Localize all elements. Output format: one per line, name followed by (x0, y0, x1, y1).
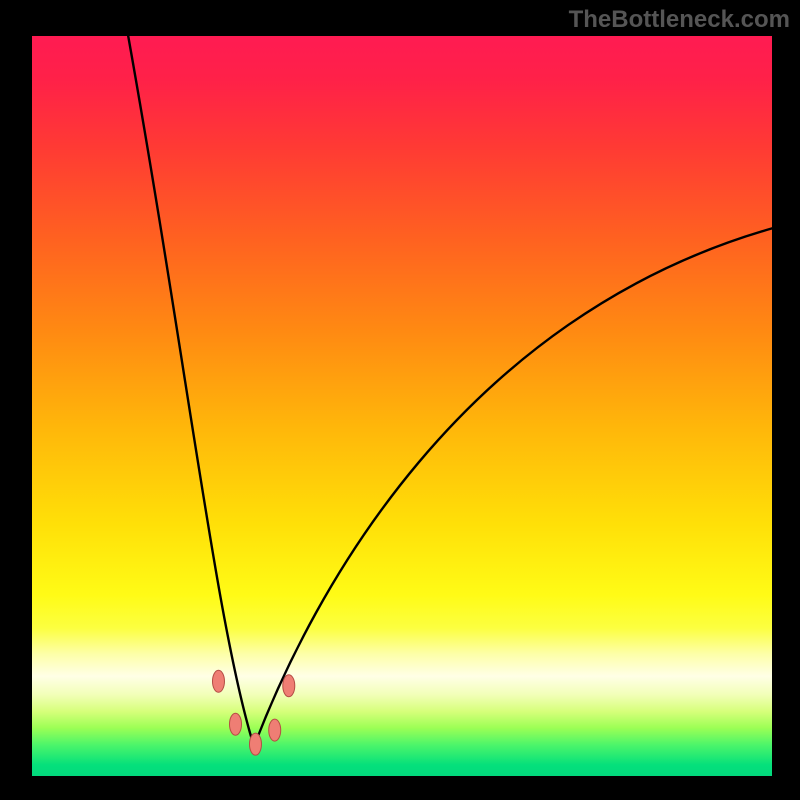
trough-marker (230, 713, 242, 735)
chart-frame: TheBottleneck.com (0, 0, 800, 800)
trough-marker (212, 670, 224, 692)
trough-marker (283, 675, 295, 697)
trough-marker (249, 733, 261, 755)
bottleneck-curve (128, 36, 772, 746)
chart-svg (0, 0, 800, 800)
trough-marker (269, 719, 281, 741)
watermark-text: TheBottleneck.com (569, 6, 790, 34)
